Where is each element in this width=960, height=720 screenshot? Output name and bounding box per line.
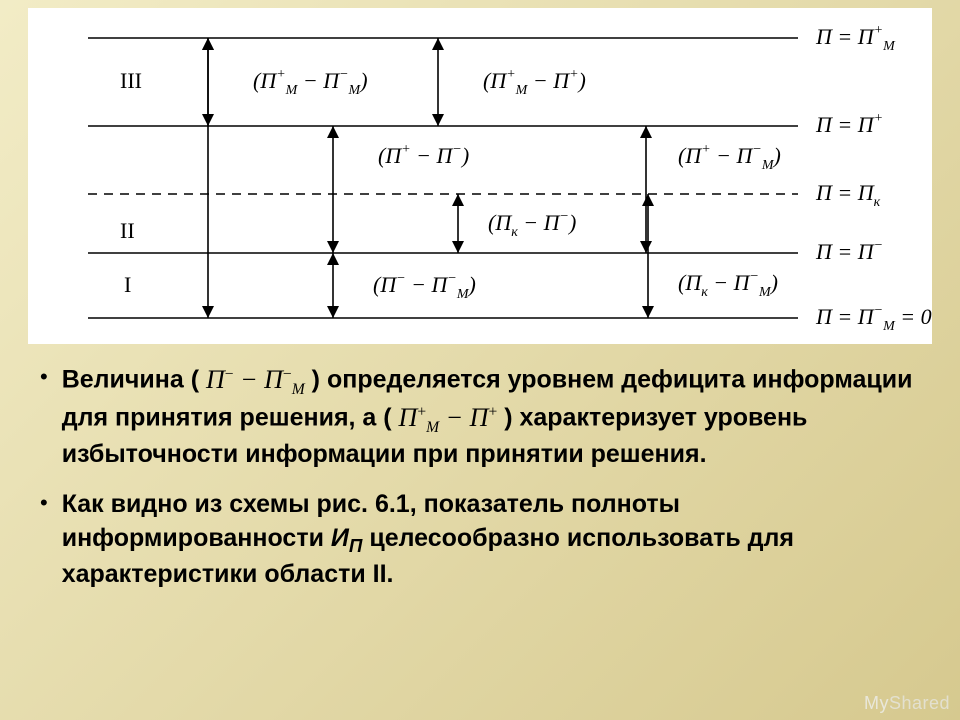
watermark-suffix: Shared (889, 693, 950, 713)
bullet-item: • Величина ( П− − П−M ) определяется уро… (30, 362, 940, 472)
math-label: П = Пк (815, 180, 881, 210)
watermark-logo: MyShared (864, 693, 950, 714)
bullet-dot-icon: • (40, 362, 48, 392)
watermark-prefix: My (864, 693, 889, 713)
bullet-text: Величина ( П− − П−M ) определяется уровн… (62, 362, 940, 472)
math-label: (Пк − П−M) (678, 269, 778, 300)
math-label: П = П+M (815, 23, 896, 54)
arrowhead-icon (202, 38, 214, 50)
diagram-svg: П = П+MП = П+П = ПкП = П−П = П−M = 0IIII… (28, 8, 932, 344)
inline-formula: П− − П−M (206, 362, 305, 400)
arrowhead-icon (452, 194, 464, 206)
bullet-text: Как видно из схемы рис. 6.1, показатель … (62, 488, 940, 592)
arrowhead-icon (327, 253, 339, 265)
zone-roman-label: II (120, 218, 135, 243)
text-fragment: Величина ( (62, 366, 206, 394)
math-label: (П+ − П−) (378, 142, 469, 168)
bullet-item: • Как видно из схемы рис. 6.1, показател… (30, 488, 940, 592)
zone-roman-label: I (124, 272, 131, 297)
arrowhead-icon (327, 306, 339, 318)
diagram-region: П = П+MП = П+П = ПкП = П−П = П−M = 0IIII… (28, 8, 932, 344)
indicator-subscript: П (349, 535, 363, 556)
math-label: (Пк − П−) (488, 209, 576, 240)
arrowhead-icon (327, 241, 339, 253)
arrowhead-icon (640, 241, 652, 253)
math-label: (П+ − П−M) (678, 142, 781, 173)
arrowhead-icon (642, 306, 654, 318)
math-label: П = П−M = 0 (815, 303, 932, 334)
arrowhead-icon (452, 241, 464, 253)
indicator-symbol: И (331, 524, 349, 552)
arrowhead-icon (642, 194, 654, 206)
math-label: П = П+ (815, 111, 883, 137)
math-label: (П− − П−M) (373, 271, 476, 302)
bullet-list: • Величина ( П− − П−M ) определяется уро… (30, 362, 940, 608)
arrowhead-icon (432, 114, 444, 126)
slide: П = П+MП = П+П = ПкП = П−П = П−M = 0IIII… (0, 0, 960, 720)
inline-formula: П+M − П+ (399, 400, 498, 438)
math-label: (П+M − П−M) (253, 67, 368, 98)
arrowhead-icon (432, 38, 444, 50)
math-label: П = П− (815, 238, 883, 264)
math-label: (П+M − П+) (483, 67, 586, 98)
zone-roman-label: III (120, 68, 142, 93)
arrowhead-icon (202, 306, 214, 318)
arrowhead-icon (327, 126, 339, 138)
arrowhead-icon (640, 126, 652, 138)
bullet-dot-icon: • (40, 488, 48, 518)
